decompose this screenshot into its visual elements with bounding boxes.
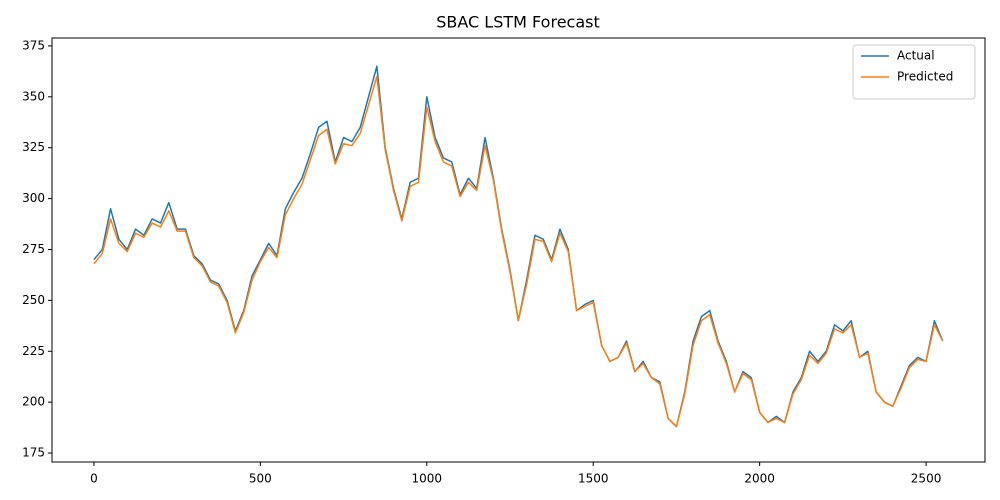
y-tick-label: 200: [22, 395, 45, 409]
x-tick-label: 1000: [412, 472, 443, 486]
plot-area: [93, 65, 944, 428]
y-tick-label: 175: [22, 446, 45, 460]
y-tick-label: 300: [22, 191, 45, 205]
line-series: [93, 75, 944, 428]
y-tick-label: 325: [22, 140, 45, 154]
x-tick-label: 2000: [744, 472, 775, 486]
legend: Actual Predicted: [852, 44, 976, 100]
legend-box: [852, 44, 976, 100]
legend-label: Predicted: [897, 70, 953, 84]
y-tick-label: 350: [22, 89, 45, 103]
legend-label: Actual: [897, 49, 935, 63]
y-tick-label: 250: [22, 293, 45, 307]
chart-title: SBAC LSTM Forecast: [436, 13, 600, 32]
y-tick-label: 225: [22, 344, 45, 358]
axes-frame: [51, 37, 986, 463]
x-tick-label: 1500: [578, 472, 609, 486]
y-tick-label: 375: [22, 38, 45, 52]
x-tick-label: 500: [249, 472, 272, 486]
x-tick-label: 2500: [911, 472, 942, 486]
y-tick-label: 275: [22, 242, 45, 256]
x-tick-label: 0: [90, 472, 98, 486]
